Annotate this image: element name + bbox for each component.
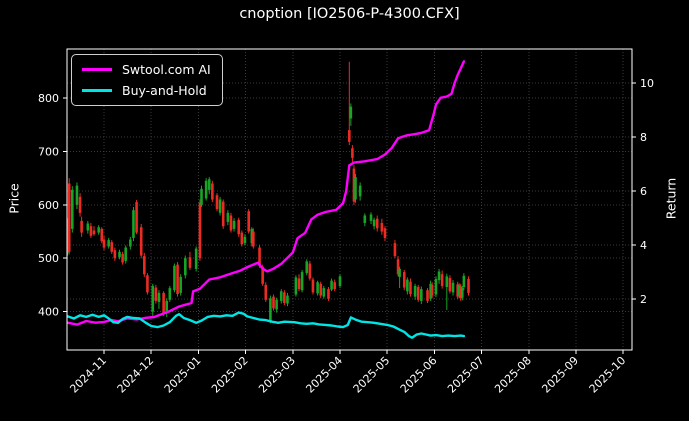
legend: Swtool.com AI Buy-and-Hold <box>71 54 223 106</box>
svg-text:700: 700 <box>38 145 59 158</box>
svg-text:500: 500 <box>38 252 59 265</box>
axis-ticks <box>63 82 636 354</box>
svg-text:2025-02: 2025-02 <box>209 354 251 396</box>
legend-item-bh: Buy-and-Hold <box>72 80 222 101</box>
svg-text:600: 600 <box>38 199 59 212</box>
svg-text:2025-04: 2025-04 <box>303 354 345 396</box>
svg-text:6: 6 <box>640 185 647 198</box>
svg-text:2: 2 <box>640 293 647 306</box>
svg-text:2025-01: 2025-01 <box>162 354 204 396</box>
svg-text:2025-07: 2025-07 <box>445 354 487 396</box>
svg-text:2025-06: 2025-06 <box>398 354 440 396</box>
plot-frame <box>66 48 633 351</box>
svg-text:400: 400 <box>38 306 59 319</box>
svg-text:2024-12: 2024-12 <box>115 354 157 396</box>
legend-label-bh: Buy-and-Hold <box>122 83 207 98</box>
svg-text:2025-09: 2025-09 <box>539 354 581 396</box>
buy-and-hold-line-swatch <box>82 89 112 92</box>
svg-text:8: 8 <box>640 131 647 144</box>
svg-text:4: 4 <box>640 239 647 252</box>
chart-title: cnoption [IO2506-P-4300.CFX] <box>239 6 460 22</box>
svg-text:2025-08: 2025-08 <box>492 354 534 396</box>
svg-text:800: 800 <box>38 92 59 105</box>
candlestick-series <box>67 61 470 324</box>
svg-text:2025-05: 2025-05 <box>351 354 393 396</box>
svg-text:10: 10 <box>640 77 654 90</box>
svg-text:2025-03: 2025-03 <box>256 354 298 396</box>
line-series <box>67 60 466 339</box>
svg-text:2024-11: 2024-11 <box>67 354 109 396</box>
ai-line-swatch <box>82 68 112 71</box>
legend-label-ai: Swtool.com AI <box>122 62 211 77</box>
svg-text:2025-10: 2025-10 <box>587 354 629 396</box>
legend-item-ai: Swtool.com AI <box>72 59 222 80</box>
